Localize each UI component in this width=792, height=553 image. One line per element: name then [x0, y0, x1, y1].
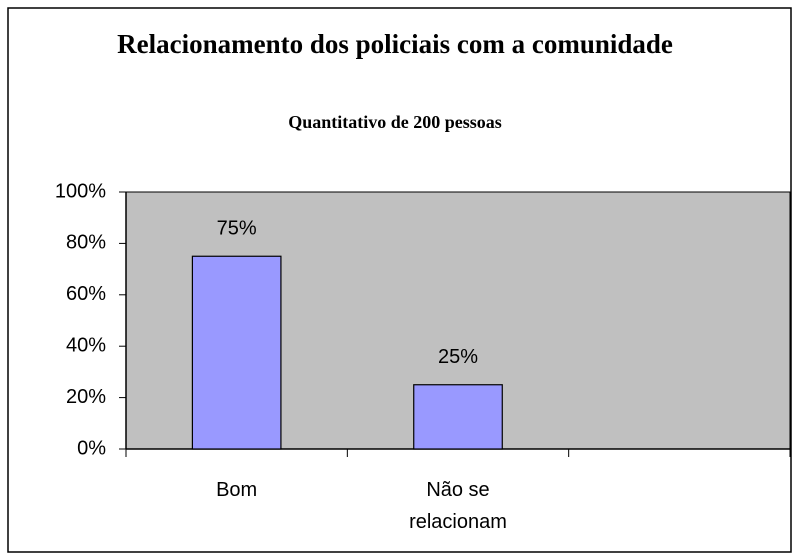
bar	[191, 255, 282, 450]
y-tick-label: 60%	[66, 283, 106, 305]
y-tick-label: 80%	[66, 232, 106, 254]
bar	[413, 384, 503, 450]
data-label: 25%	[438, 346, 478, 368]
y-tick-label: 0%	[77, 437, 106, 459]
data-label: 75%	[217, 218, 257, 240]
y-tick-label: 100%	[55, 180, 106, 202]
y-tick-label: 20%	[66, 386, 106, 408]
x-tick-label: Bom	[216, 479, 258, 501]
chart-subtitle: Quantitativo de 200 pessoas	[288, 112, 502, 132]
x-tick-label: Não se relacionam	[409, 479, 507, 533]
y-tick-label: 40%	[66, 334, 106, 356]
chart-title: Relacionamento dos policiais com a comun…	[117, 29, 673, 59]
